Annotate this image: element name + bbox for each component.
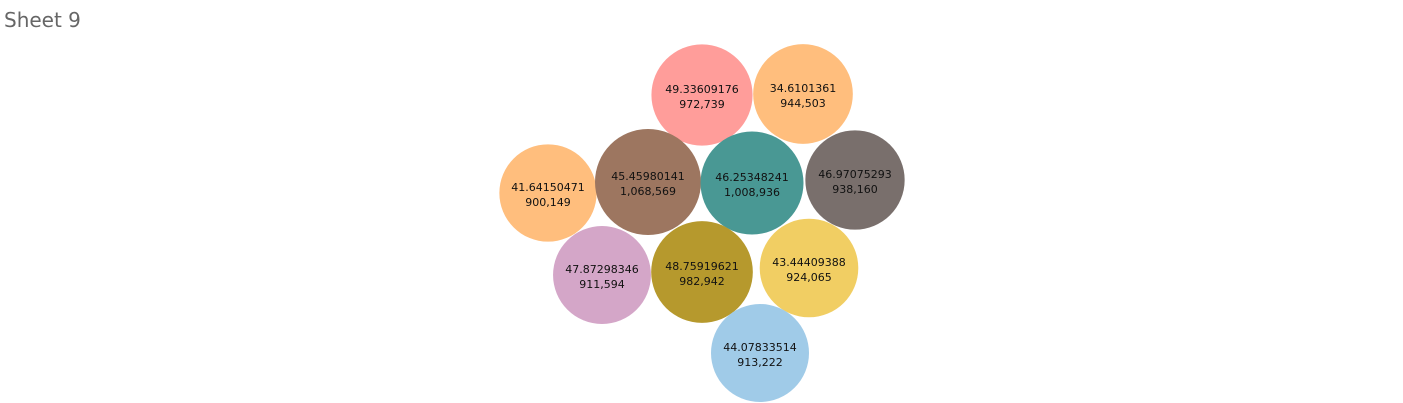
- bubble-label: 48.75919621: [665, 260, 738, 273]
- bubble-value-label: 924,065: [786, 271, 832, 284]
- bubble-label: 43.44409388: [772, 256, 845, 269]
- bubble-label: 41.64150471: [511, 181, 584, 194]
- bubble[interactable]: 43.44409388 924,065: [759, 218, 859, 318]
- bubble-label: 34.6101361: [770, 82, 836, 95]
- bubble-circle[interactable]: [759, 218, 859, 318]
- bubble-value-label: 938,160: [832, 183, 878, 196]
- bubble-circle[interactable]: [711, 304, 809, 402]
- bubble[interactable]: 49.33609176 972,739: [651, 44, 753, 146]
- bubble-value-label: 913,222: [737, 356, 783, 369]
- bubble-circle[interactable]: [499, 144, 597, 242]
- bubble[interactable]: 46.97075293 938,160: [805, 130, 905, 230]
- bubble-circle[interactable]: [700, 131, 804, 235]
- bubble-circle[interactable]: [753, 44, 853, 144]
- bubble-value-label: 911,594: [579, 278, 625, 291]
- bubble-label: 49.33609176: [665, 83, 738, 96]
- bubble-circle[interactable]: [595, 129, 701, 235]
- bubble[interactable]: 41.64150471 900,149: [499, 144, 597, 242]
- bubble-label: 46.97075293: [818, 168, 891, 181]
- bubble-value-label: 972,739: [679, 98, 725, 111]
- bubble-label: 46.25348241: [715, 171, 788, 184]
- bubble-value-label: 900,149: [525, 196, 571, 209]
- bubble-circle[interactable]: [553, 226, 651, 324]
- bubble[interactable]: 45.45980141 1,068,569: [595, 129, 701, 235]
- sheet-title: Sheet 9: [4, 8, 81, 32]
- bubble-circle[interactable]: [651, 221, 753, 323]
- bubble-value-label: 944,503: [780, 97, 826, 110]
- bubble[interactable]: 44.07833514 913,222: [711, 304, 809, 402]
- bubble-value-label: 1,068,569: [620, 185, 676, 198]
- bubble-label: 44.07833514: [723, 341, 796, 354]
- bubble-value-label: 982,942: [679, 275, 725, 288]
- bubble-label: 45.45980141: [611, 170, 684, 183]
- bubble[interactable]: 47.87298346 911,594: [553, 226, 651, 324]
- bubble[interactable]: 48.75919621 982,942: [651, 221, 753, 323]
- bubble-value-label: 1,008,936: [724, 186, 780, 199]
- bubble-label: 47.87298346: [565, 263, 638, 276]
- bubble-circle[interactable]: [805, 130, 905, 230]
- bubble[interactable]: 34.6101361 944,503: [753, 44, 853, 144]
- bubble-circle[interactable]: [651, 44, 753, 146]
- bubble[interactable]: 46.25348241 1,008,936: [700, 131, 804, 235]
